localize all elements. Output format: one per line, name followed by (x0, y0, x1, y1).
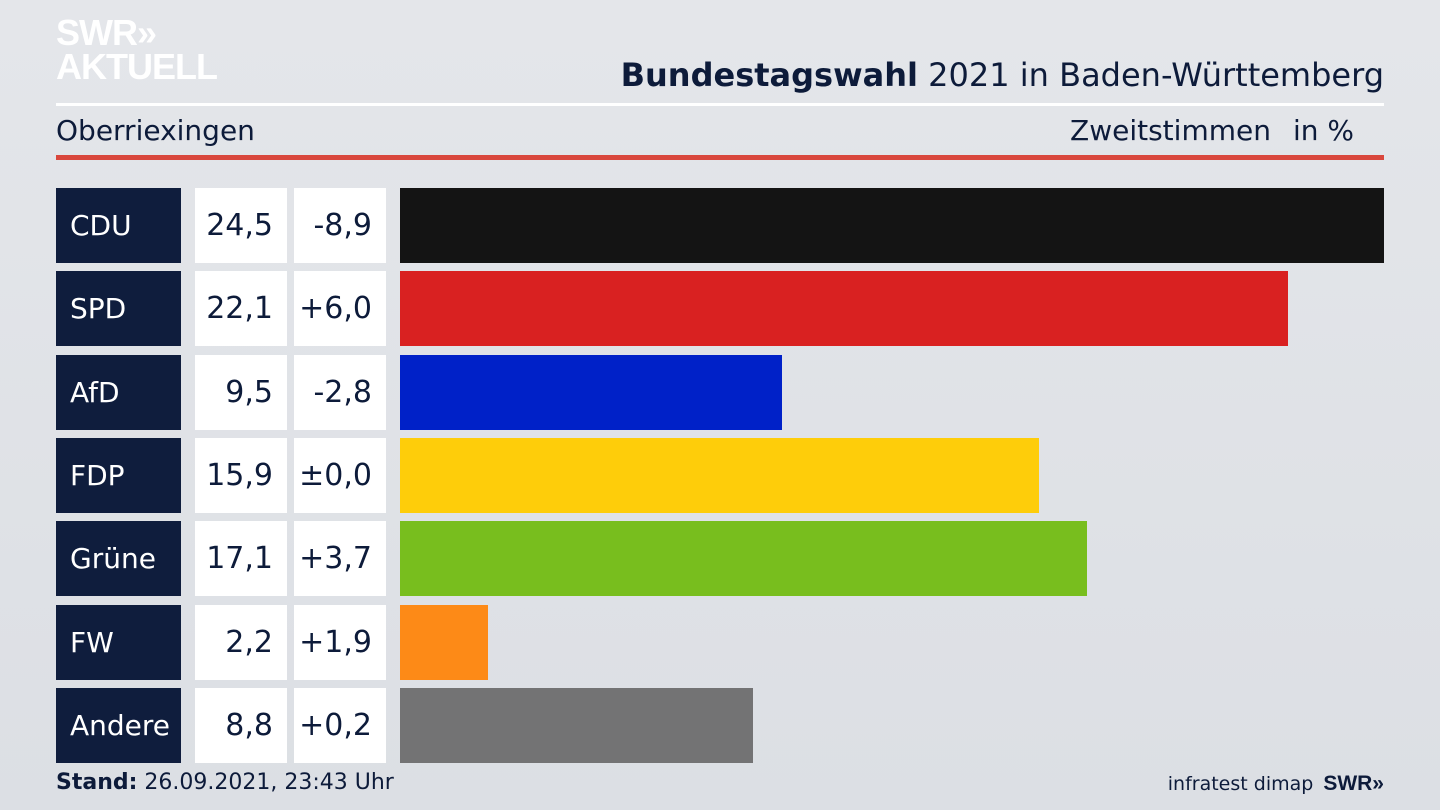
timestamp: Stand: 26.09.2021, 23:43 Uhr (56, 770, 394, 795)
header-divider (56, 103, 1384, 106)
source-credit: infratest dimap SWR» (1168, 772, 1384, 796)
swr-aktuell-logo: SWR» AKTUELL (56, 12, 218, 87)
party-label: FDP (56, 437, 181, 513)
chart-title: Bundestagswahl 2021 in Baden-Württemberg (621, 56, 1384, 94)
vote-share-bar (400, 354, 782, 430)
vote-change-value: +1,9 (294, 604, 386, 680)
vote-share-value: 17,1 (195, 521, 287, 597)
vote-share-value: 8,8 (195, 687, 287, 763)
vote-share-value: 2,2 (195, 604, 287, 680)
chart-row: SPD 22,1 +6,0 (56, 271, 1384, 347)
party-label: CDU (56, 188, 181, 263)
party-label: FW (56, 604, 181, 680)
vote-share-bar (400, 521, 1087, 597)
vote-change-value: +3,7 (294, 521, 386, 597)
vote-type-header: Zweitstimmen in % (1070, 114, 1354, 147)
vote-share-value: 22,1 (195, 271, 287, 347)
vote-share-value: 15,9 (195, 437, 287, 513)
vote-change-value: +6,0 (294, 271, 386, 347)
source-label: infratest dimap (1167, 773, 1314, 795)
vote-change-value: ±0,0 (294, 437, 386, 513)
logo-line-1: SWR» (56, 12, 157, 53)
party-label: Grüne (56, 521, 181, 597)
vote-share-bar (400, 604, 488, 680)
chart-row: Andere 8,8 +0,2 (56, 687, 1384, 763)
chart-row: Grüne 17,1 +3,7 (56, 521, 1384, 597)
chart-row: AfD 9,5 -2,8 (56, 354, 1384, 430)
swr-brand-mark: SWR» (1323, 772, 1384, 795)
vote-share-bar (400, 188, 1384, 263)
chart-row: FDP 15,9 ±0,0 (56, 437, 1384, 513)
vote-change-value: -2,8 (294, 354, 386, 430)
unit-label: in % (1292, 114, 1354, 147)
party-label: AfD (56, 354, 181, 430)
vote-share-value: 9,5 (195, 354, 287, 430)
logo-line-2: AKTUELL (56, 46, 218, 87)
vote-share-bar (400, 437, 1039, 513)
vote-change-value: +0,2 (294, 687, 386, 763)
vote-share-bar (400, 687, 753, 763)
chart-title-bold: Bundestagswahl (620, 56, 918, 94)
chart-row: FW 2,2 +1,9 (56, 604, 1384, 680)
vote-share-value: 24,5 (195, 188, 287, 263)
vote-change-value: -8,9 (294, 188, 386, 263)
chart-title-rest: 2021 in Baden-Württemberg (917, 56, 1384, 94)
chart-row: CDU 24,5 -8,9 (56, 188, 1384, 263)
party-label: Andere (56, 687, 181, 763)
region-name: Oberriexingen (56, 114, 255, 147)
vote-type-label: Zweitstimmen (1070, 114, 1271, 147)
vote-share-bar (400, 271, 1288, 347)
stand-value: 26.09.2021, 23:43 Uhr (137, 770, 394, 795)
stand-label: Stand: (56, 770, 138, 795)
party-label: SPD (56, 271, 181, 347)
accent-divider (56, 155, 1384, 160)
